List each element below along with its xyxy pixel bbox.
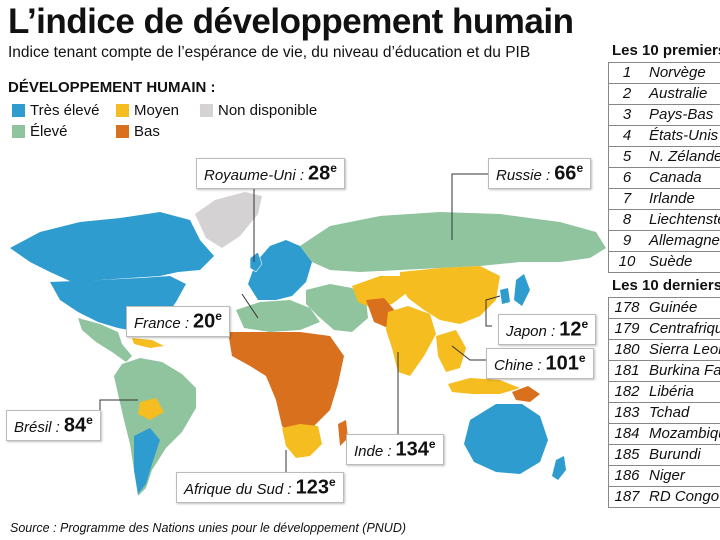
callout-rank: 66e	[554, 161, 584, 185]
callout-country: Afrique du Sud :	[184, 480, 292, 498]
region-southeast-asia	[436, 330, 466, 372]
callout-russie: Russie : 66e	[488, 158, 592, 189]
callout-country: Chine :	[494, 356, 542, 374]
region-indonesia	[448, 378, 520, 394]
callout-country: Brésil :	[14, 418, 60, 436]
callout-inde: Inde : 134e	[346, 434, 444, 465]
list-item: 2 Australie	[608, 84, 720, 105]
legend: Très élevé Élevé Moyen Bas Non disponibl…	[12, 102, 332, 142]
legend-label: Bas	[134, 123, 160, 140]
list-item: 183 Tchad	[608, 403, 720, 424]
legend-swatch-tres-eleve	[12, 104, 25, 117]
list-item: 179Centrafrique	[608, 319, 720, 340]
region-north-america-north	[10, 212, 214, 282]
list-item: 4 États-Unis	[608, 126, 720, 147]
list-item: 8Liechtenstein	[608, 210, 720, 231]
legend-item-non-disponible: Non disponible	[200, 102, 317, 119]
callout-rank: 12e	[559, 317, 589, 341]
region-new-guinea	[512, 386, 540, 402]
region-central-america	[78, 318, 132, 362]
list-item: 3 Pays-Bas	[608, 105, 720, 126]
region-sub-saharan-africa	[228, 332, 344, 440]
callout-rank: 20e	[193, 309, 222, 333]
list-item: 178 Guinée	[608, 298, 720, 319]
legend-label: Non disponible	[218, 102, 318, 119]
list-item: 5 N. Zélande	[608, 147, 720, 168]
region-europe	[248, 240, 312, 300]
page-title: L’indice de développement humain	[8, 2, 574, 41]
legend-item-bas: Bas	[116, 123, 160, 140]
region-madagascar	[338, 420, 348, 446]
leader-lines	[99, 173, 501, 478]
region-australia	[464, 404, 548, 474]
callout-country: Japon :	[506, 322, 556, 340]
callout-royaume-uni: Royaume-Uni : 28e	[196, 158, 345, 189]
list-item: 10 Suède	[608, 252, 720, 273]
legend-item-moyen: Moyen	[116, 102, 179, 119]
region-japan	[514, 274, 530, 306]
region-china	[400, 266, 500, 324]
callout-france: France : 20e	[126, 306, 230, 337]
callout-japon: Japon : 12e	[498, 314, 597, 345]
list-item: 186 Niger	[608, 466, 720, 487]
region-north-africa	[236, 300, 320, 332]
list-item: 9 Allemagne	[608, 231, 720, 252]
region-bolivia	[138, 398, 164, 420]
callout-afrique-du-sud: Afrique du Sud : 123e	[176, 472, 344, 503]
legend-swatch-bas	[116, 125, 129, 138]
legend-item-eleve: Élevé	[12, 123, 68, 140]
callout-rank: 101e	[545, 351, 586, 375]
top10-title: Les 10 premiers	[612, 42, 720, 59]
legend-label: Élevé	[30, 123, 68, 140]
top10-list: 1 Norvège 2 Australie 3 Pays-Bas 4 États-Uni…	[608, 62, 720, 273]
legend-swatch-non-disponible	[200, 104, 213, 117]
callout-country: Russie :	[496, 166, 551, 184]
legend-label: Très élevé	[30, 102, 100, 119]
list-item: 6 Canada	[608, 168, 720, 189]
callout-rank: 84e	[63, 413, 93, 437]
callout-bresil: Brésil : 84e	[6, 410, 101, 441]
legend-title: DÉVELOPPEMENT HUMAIN :	[8, 79, 216, 96]
list-item: 182 Libéria	[608, 382, 720, 403]
region-southern-africa	[282, 424, 322, 458]
bottom10-title: Les 10 derniers	[612, 277, 720, 294]
region-korea	[500, 288, 510, 304]
list-item: 1 Norvège	[608, 63, 720, 84]
region-new-zealand	[552, 456, 566, 480]
region-india	[386, 306, 436, 376]
region-caribbean	[132, 338, 164, 348]
rankings-panel: Les 10 premiers 1 Norvège 2 Australie 3 Pay…	[608, 40, 720, 508]
source-note: Source : Programme des Nations unies pou…	[10, 521, 407, 535]
list-item: 7 Irlande	[608, 189, 720, 210]
callout-rank: 123e	[295, 475, 336, 499]
region-uk	[249, 251, 263, 273]
region-chile-argentina	[134, 428, 160, 494]
legend-swatch-eleve	[12, 125, 25, 138]
callout-rank: 28e	[308, 161, 337, 185]
legend-label: Moyen	[134, 102, 180, 119]
list-item: 184Mozambique	[608, 424, 720, 445]
callout-chine: Chine : 101e	[486, 348, 594, 379]
list-item: 187 RD Congo	[608, 487, 720, 508]
list-item: 185 Burundi	[608, 445, 720, 466]
callout-rank: 134e	[395, 437, 436, 461]
page-subtitle: Indice tenant compte de l’espérance de v…	[8, 44, 531, 61]
callout-country: Inde :	[354, 442, 392, 460]
callout-country: Royaume-Uni :	[204, 166, 305, 184]
legend-item-tres-eleve: Très élevé	[12, 102, 99, 119]
region-middle-east	[306, 284, 368, 332]
legend-swatch-moyen	[116, 104, 129, 117]
region-russia	[300, 212, 606, 272]
region-greenland	[195, 192, 262, 248]
callout-country: France :	[134, 314, 190, 332]
